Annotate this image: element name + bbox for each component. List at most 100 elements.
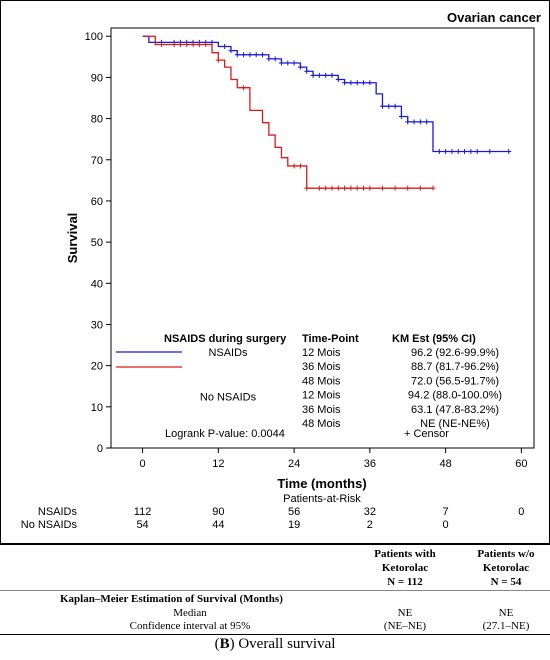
censor-mark-nsaids-35: [398, 114, 404, 120]
censor-mark-nsaids-43: [455, 149, 461, 155]
censor-mark-no-nsaids-8: [241, 85, 247, 91]
col1-header-line3: N = 112: [387, 576, 423, 588]
table-section-title: Kaplan–Meier Estimation of Survival (Mon…: [60, 593, 283, 605]
censor-mark-nsaids-23: [316, 72, 322, 78]
censor-mark-no-nsaids-10: [297, 163, 303, 169]
censor-mark-nsaids-32: [379, 103, 385, 109]
censor-mark-nsaids-15: [266, 56, 272, 62]
y-tick-label-30: 30: [91, 319, 103, 331]
legend-time-1: 36 Mois: [302, 361, 341, 373]
censor-mark-nsaids-17: [278, 60, 284, 66]
median-without-ketorolac: NE: [498, 607, 514, 619]
censor-mark-no-nsaids-2: [177, 41, 183, 47]
table-top-rule: [0, 543, 550, 544]
survival-curves: [142, 35, 512, 191]
at-risk-value-0-1: 90: [212, 506, 224, 518]
x-tick-label-60: 60: [515, 458, 527, 470]
y-tick-label-80: 80: [91, 114, 103, 126]
chart-frame: [0, 0, 550, 545]
legend-km-1: 88.7 (81.7-96.2%): [411, 361, 499, 373]
legend-group-3: No NSAIDs: [200, 392, 257, 404]
censor-mark-no-nsaids-24: [417, 185, 423, 191]
caption-text: Overall survival: [234, 636, 336, 652]
censor-mark-no-nsaids-25: [430, 185, 436, 191]
at-risk-label-1: No NSAIDs: [21, 519, 78, 531]
curve-nsaids: [142, 35, 509, 153]
censor-mark-nsaids-27: [342, 80, 348, 86]
x-axis: 0 12 24 36 48 60: [140, 448, 527, 470]
y-tick-label-0: 0: [97, 443, 103, 455]
col-header-without-ketorolac: Patients w/o Ketorolac N = 54: [462, 547, 550, 589]
censor-mark-nsaids-33: [386, 103, 392, 109]
censor-mark-nsaids-9: [228, 48, 234, 54]
censor-mark-no-nsaids-23: [405, 185, 411, 191]
col2-header-line2: Ketorolac: [482, 562, 530, 574]
censor-mark-nsaids-24: [323, 72, 329, 78]
ci-with-ketorolac: (NE–NE): [383, 620, 427, 632]
censor-mark-nsaids-42: [449, 149, 455, 155]
col-header-with-ketorolac: Patients with Ketorolac N = 112: [355, 547, 455, 589]
legend-header-time: Time-Point: [302, 333, 359, 345]
y-tick-label-20: 20: [91, 361, 103, 373]
at-risk-label-0: NSAIDs: [38, 506, 78, 518]
censor-mark-no-nsaids-6: [203, 41, 209, 47]
censor-mark-no-nsaids-22: [392, 185, 398, 191]
censor-mark-no-nsaids-13: [323, 185, 329, 191]
legend-time-0: 12 Mois: [302, 347, 341, 359]
y-tick-label-100: 100: [85, 31, 103, 43]
censor-mark-nsaids-41: [443, 149, 449, 155]
col2-header-line1: Patients w/o: [477, 548, 535, 560]
censor-mark-nsaids-11: [241, 52, 247, 58]
at-risk-table: NSAIDs 112 90 56 32 7 0No NSAIDs 54 44 19 2 0: [21, 506, 525, 531]
censor-mark-no-nsaids-19: [361, 185, 367, 191]
censor-mark-nsaids-13: [253, 52, 259, 58]
censor-mark-no-nsaids-21: [379, 185, 385, 191]
censor-mark-no-nsaids-18: [354, 185, 360, 191]
at-risk-value-1-3: 2: [367, 519, 373, 531]
at-risk-value-0-3: 32: [364, 506, 376, 518]
at-risk-value-0-4: 7: [443, 506, 449, 518]
censor-mark-no-nsaids-0: [159, 41, 165, 47]
row-label-median: Median: [173, 607, 207, 619]
censor-mark-no-nsaids-15: [335, 185, 341, 191]
y-tick-label-90: 90: [91, 72, 103, 84]
col1-header-line1: Patients with: [374, 548, 436, 560]
censor-mark-nsaids-12: [247, 52, 253, 58]
censor-mark-nsaids-29: [354, 80, 360, 86]
chart-title: Ovarian cancer: [447, 10, 541, 25]
y-tick-label-40: 40: [91, 278, 103, 290]
censor-mark-nsaids-39: [424, 119, 430, 125]
ci-without-ketorolac: (27.1–NE): [482, 620, 530, 632]
logrank-pvalue: Logrank P-value: 0.0044: [165, 428, 285, 440]
y-tick-label-10: 10: [91, 402, 103, 414]
censor-mark-nsaids-40: [436, 149, 442, 155]
censor-mark-no-nsaids-12: [316, 185, 322, 191]
plot-area: [110, 27, 535, 449]
censor-mark-nsaids-48: [506, 149, 512, 155]
censor-mark-nsaids-10: [234, 52, 240, 58]
censor-mark-nsaids-14: [260, 52, 266, 58]
censor-mark-nsaids-37: [411, 119, 417, 125]
censor-mark-nsaids-44: [462, 149, 468, 155]
table-bottom-rule: [0, 634, 550, 635]
y-axis: 0 10 20 30 40 50 60 70 80 90 100: [85, 31, 111, 455]
at-risk-value-1-2: 19: [288, 519, 300, 531]
censor-mark-nsaids-18: [285, 60, 291, 66]
legend-header-km: KM Est (95% CI): [392, 333, 476, 345]
x-axis-label: Time (months): [277, 476, 366, 491]
censor-mark-nsaids-34: [392, 103, 398, 109]
censor-mark-no-nsaids-17: [348, 185, 354, 191]
legend-km-0: 96.2 (92.6-99.9%): [411, 347, 499, 359]
legend-time-3: 12 Mois: [302, 390, 341, 402]
x-tick-label-36: 36: [364, 458, 376, 470]
caption-panel-letter: B: [219, 636, 230, 652]
censor-mark-nsaids-31: [367, 80, 373, 86]
censor-mark-nsaids-25: [329, 72, 335, 78]
col1-header-line2: Ketorolac: [381, 562, 429, 574]
censor-mark-nsaids-36: [405, 119, 411, 125]
censor-mark-no-nsaids-4: [190, 41, 196, 47]
censor-mark-nsaids-19: [291, 60, 297, 66]
legend-km-3: 94.2 (88.0-100.0%): [408, 390, 502, 402]
y-tick-label-50: 50: [91, 237, 103, 249]
